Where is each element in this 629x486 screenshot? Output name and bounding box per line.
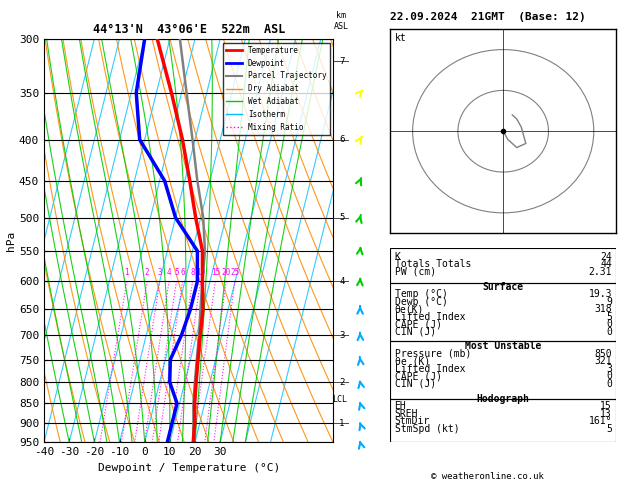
Text: 0: 0 (606, 371, 612, 382)
Text: Lifted Index: Lifted Index (394, 364, 465, 374)
Text: 5: 5 (339, 213, 345, 222)
Legend: Temperature, Dewpoint, Parcel Trajectory, Dry Adiabat, Wet Adiabat, Isotherm, Mi: Temperature, Dewpoint, Parcel Trajectory… (223, 43, 330, 135)
Text: 8: 8 (190, 268, 195, 278)
Bar (390, 399, 616, 442)
Text: 22.09.2024  21GMT  (Base: 12): 22.09.2024 21GMT (Base: 12) (389, 12, 586, 22)
Title: 44°13'N  43°06'E  522m  ASL: 44°13'N 43°06'E 522m ASL (92, 23, 285, 36)
Text: 4: 4 (167, 268, 171, 278)
Text: km
ASL: km ASL (334, 11, 348, 31)
Text: 3: 3 (606, 364, 612, 374)
Text: 2: 2 (339, 378, 345, 387)
Text: 321: 321 (594, 356, 612, 366)
Text: θe(K): θe(K) (394, 304, 424, 314)
Bar (390, 248, 616, 283)
Text: PW (cm): PW (cm) (394, 267, 436, 277)
Text: StmSpd (kt): StmSpd (kt) (394, 424, 459, 434)
Y-axis label: hPa: hPa (6, 230, 16, 251)
Text: 6: 6 (181, 268, 185, 278)
Text: SREH: SREH (394, 409, 418, 419)
Bar (390, 341, 616, 399)
Text: Temp (°C): Temp (°C) (394, 289, 447, 299)
Text: Dewp (°C): Dewp (°C) (394, 296, 447, 307)
Text: 25: 25 (230, 268, 240, 278)
Text: 13: 13 (600, 409, 612, 419)
Text: θe (K): θe (K) (394, 356, 430, 366)
Text: 6: 6 (339, 135, 345, 144)
Text: 10: 10 (196, 268, 205, 278)
Text: kt: kt (394, 33, 406, 43)
Text: LCL: LCL (333, 395, 348, 404)
Text: 1: 1 (339, 419, 345, 428)
Text: Hodograph: Hodograph (477, 394, 530, 404)
Text: 9: 9 (606, 296, 612, 307)
Text: 15: 15 (211, 268, 220, 278)
Text: Pressure (mb): Pressure (mb) (394, 349, 471, 359)
X-axis label: Dewpoint / Temperature (°C): Dewpoint / Temperature (°C) (97, 463, 280, 473)
Text: 3: 3 (339, 331, 345, 340)
Text: EH: EH (394, 401, 406, 411)
Text: 0: 0 (606, 379, 612, 389)
Text: 0: 0 (606, 327, 612, 336)
Text: 161°: 161° (588, 416, 612, 426)
Text: 1: 1 (125, 268, 129, 278)
Text: © weatheronline.co.uk: © weatheronline.co.uk (431, 472, 544, 481)
Text: 318: 318 (594, 304, 612, 314)
Text: 3: 3 (157, 268, 162, 278)
Text: CAPE (J): CAPE (J) (394, 371, 442, 382)
Text: Most Unstable: Most Unstable (465, 342, 542, 351)
Text: 19.3: 19.3 (588, 289, 612, 299)
Text: 2: 2 (145, 268, 150, 278)
Text: 15: 15 (600, 401, 612, 411)
Text: 7: 7 (339, 57, 345, 66)
Text: Lifted Index: Lifted Index (394, 312, 465, 322)
Text: 5: 5 (606, 424, 612, 434)
Text: CAPE (J): CAPE (J) (394, 319, 442, 329)
Text: 24: 24 (600, 252, 612, 262)
Text: 5: 5 (174, 268, 179, 278)
Text: 5: 5 (606, 312, 612, 322)
Text: 44: 44 (600, 259, 612, 269)
Text: K: K (394, 252, 401, 262)
Text: 2.31: 2.31 (588, 267, 612, 277)
Bar (390, 283, 616, 341)
Text: 20: 20 (221, 268, 231, 278)
Text: 0: 0 (606, 319, 612, 329)
Text: CIN (J): CIN (J) (394, 379, 436, 389)
Text: 4: 4 (339, 277, 345, 286)
Text: StmDir: StmDir (394, 416, 430, 426)
Text: Totals Totals: Totals Totals (394, 259, 471, 269)
Text: Surface: Surface (482, 282, 524, 292)
Text: 850: 850 (594, 349, 612, 359)
Text: CIN (J): CIN (J) (394, 327, 436, 336)
